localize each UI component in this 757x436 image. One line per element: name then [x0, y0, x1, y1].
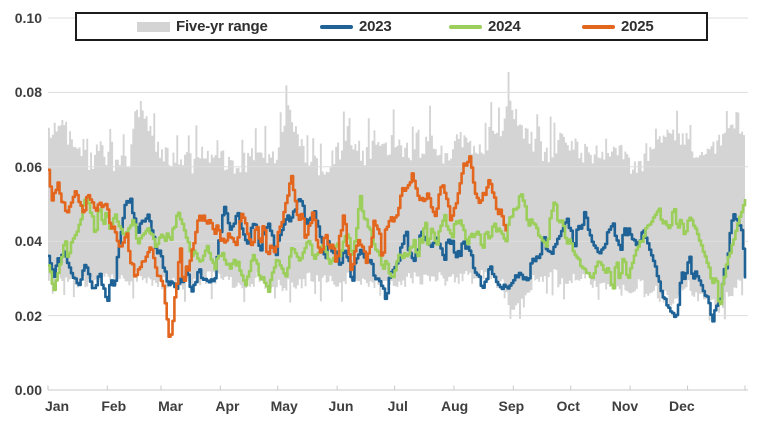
five-yr-range-band — [48, 72, 745, 321]
legend-swatch-icon — [320, 24, 353, 29]
x-tick-label-sep: Sep — [498, 398, 525, 414]
series-line-2024 — [48, 193, 747, 306]
y-tick-label-0.00: 0.00 — [14, 382, 42, 398]
legend-label: Five-yr range — [176, 18, 268, 35]
legend-label: 2024 — [488, 18, 521, 35]
y-tick-label-0.08: 0.08 — [14, 84, 42, 101]
legend-label: 2025 — [621, 18, 654, 35]
x-tick-label-feb: Feb — [101, 398, 127, 414]
x-tick-label-aug: Aug — [440, 398, 469, 414]
legend-label: 2023 — [359, 18, 392, 35]
x-tick-label-dec: Dec — [668, 398, 695, 414]
x-tick-label-jul: Jul — [387, 398, 408, 414]
legend-swatch-icon — [582, 24, 615, 29]
x-tick-label-mar: Mar — [158, 398, 184, 414]
x-tick-label-may: May — [270, 398, 298, 414]
x-tick-label-nov: Nov — [611, 398, 639, 414]
legend-swatch-icon — [449, 24, 482, 29]
y-tick-label-0.06: 0.06 — [14, 158, 42, 175]
x-tick-label-jan: Jan — [44, 398, 70, 414]
legend-item-2023[interactable]: 2023 — [320, 14, 392, 39]
legend-item-2024[interactable]: 2024 — [449, 14, 521, 39]
y-tick-label-0.02: 0.02 — [14, 307, 42, 324]
legend-item-five-yr-range[interactable]: Five-yr range — [137, 14, 268, 39]
y-tick-label-0.04: 0.04 — [14, 233, 42, 250]
series-line-2025 — [48, 155, 507, 338]
legend-swatch-icon — [137, 21, 170, 32]
y-tick-label-0.10: 0.10 — [14, 10, 42, 26]
legend-item-2025[interactable]: 2025 — [582, 14, 654, 39]
x-tick-label-apr: Apr — [215, 398, 240, 414]
chart-legend: Five-yr range 2023 2024 2025 — [75, 12, 708, 41]
x-tick-label-oct: Oct — [556, 398, 580, 414]
x-tick-label-jun: Jun — [328, 398, 354, 414]
